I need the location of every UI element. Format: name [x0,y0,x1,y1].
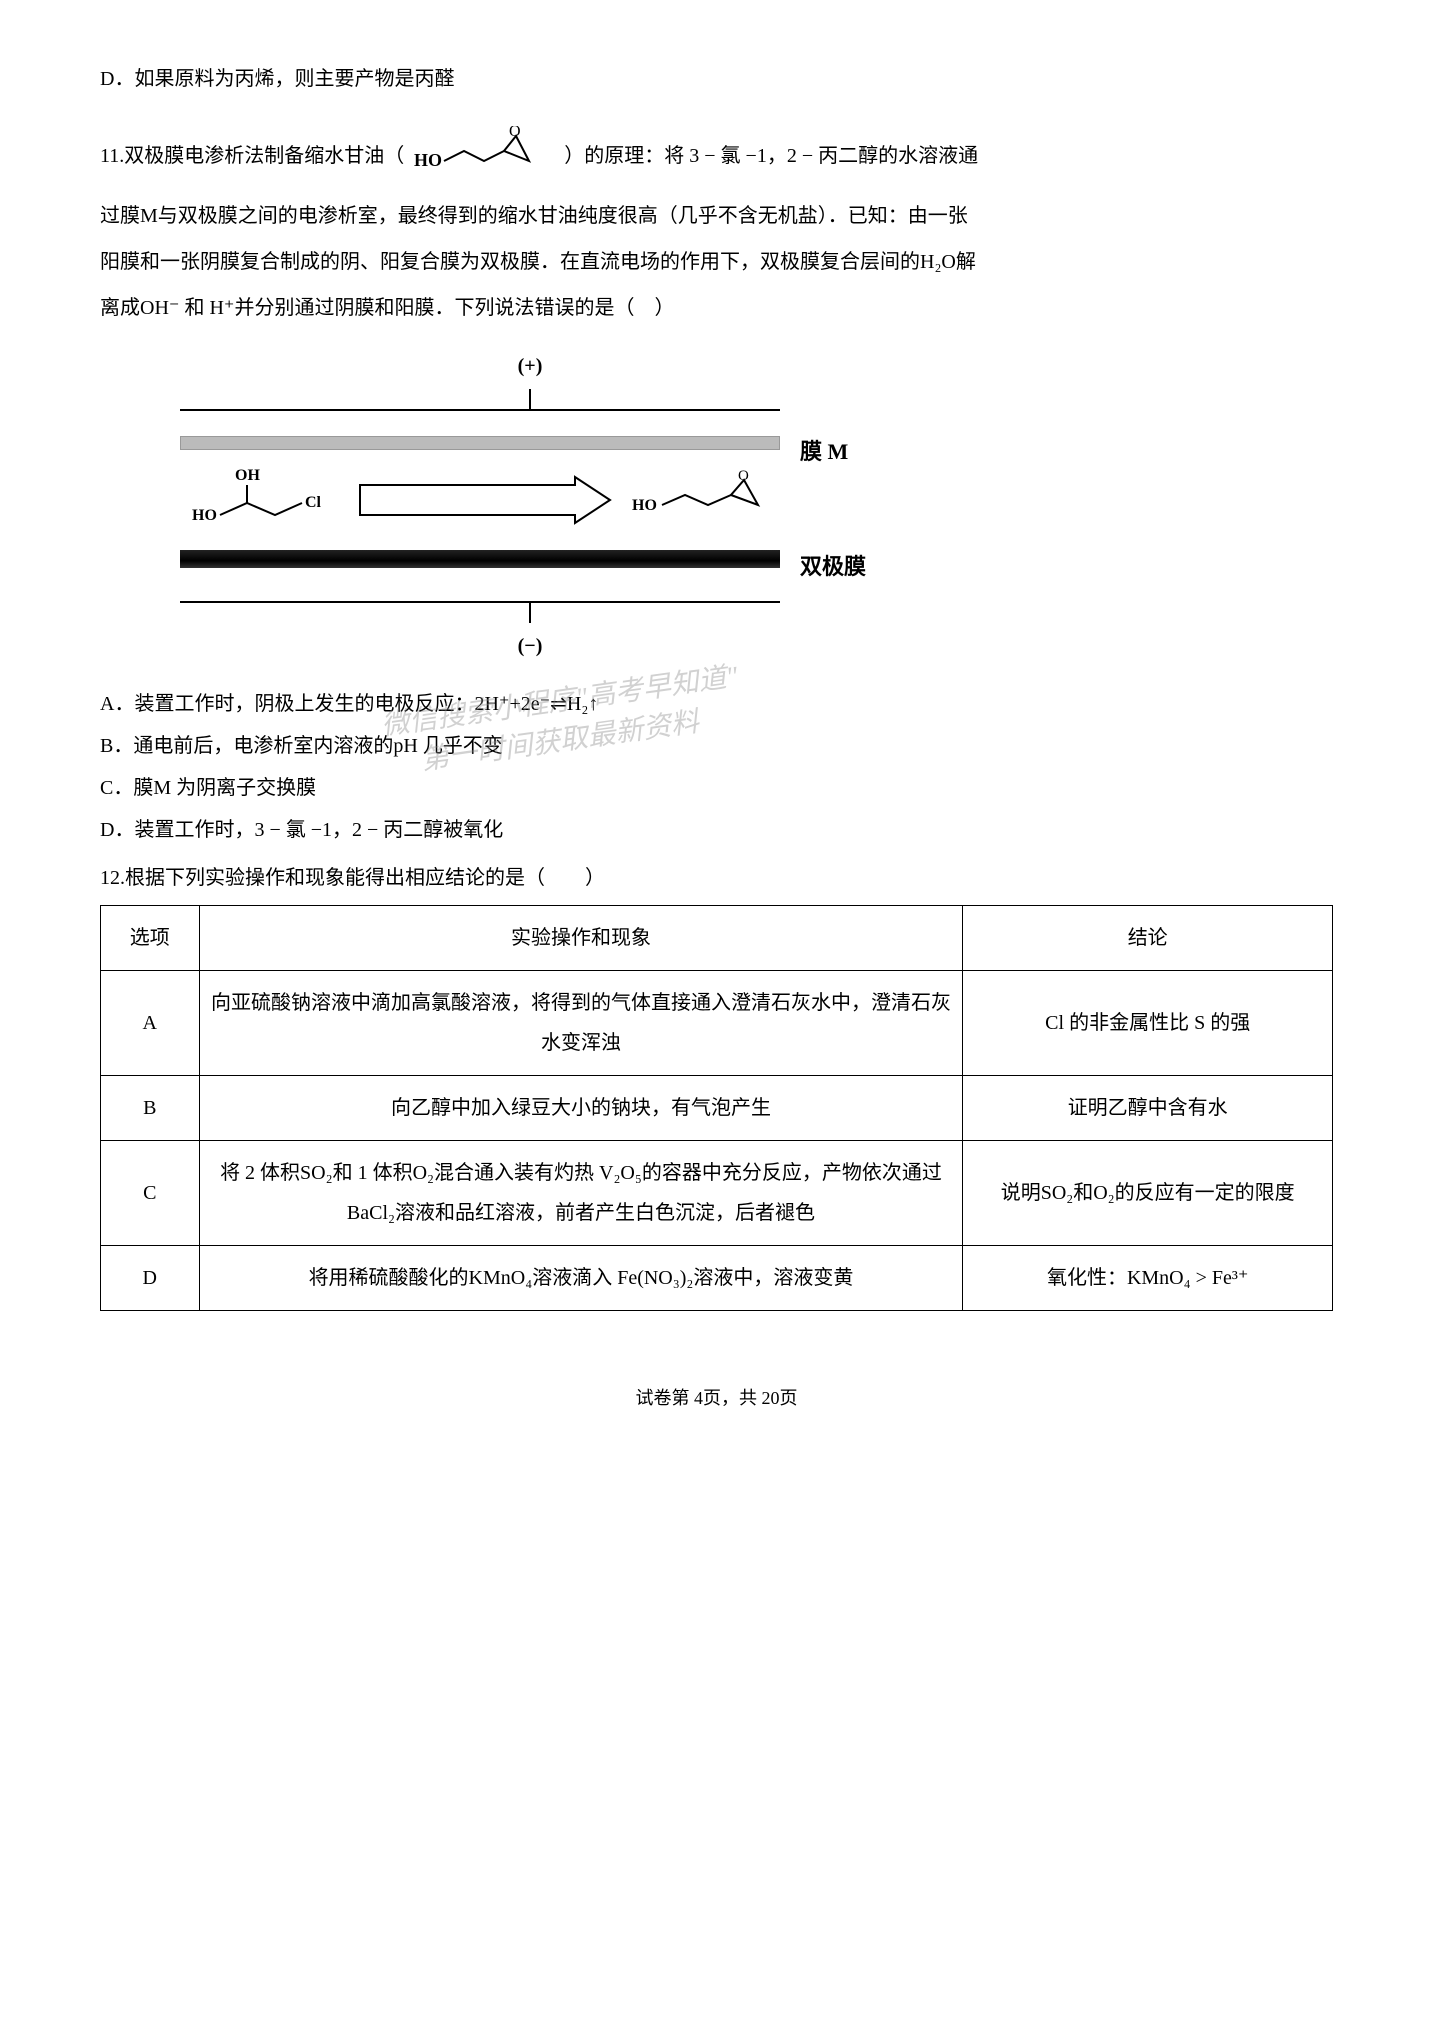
membrane-m-label: 膜 M [800,431,848,473]
svg-text:Cl: Cl [305,494,322,511]
q11-intro-2: ）的原理：将 3 − 氯 −1，2 − 丙二醇的水溶液通 [564,145,978,167]
svg-text:O: O [738,470,749,484]
svg-text:O: O [509,126,521,140]
cell-b-exp: 向乙醇中加入绿豆大小的钠块，有气泡产生 [199,1076,963,1141]
reaction-arrow-icon [355,475,615,525]
q11-option-d: D．装置工作时，3 − 氯 −1，2 − 丙二醇被氧化 [100,811,1333,849]
cell-a-conc: Cl 的非金属性比 S 的强 [963,971,1333,1076]
q10-option-d: D．如果原料为丙烯，则主要产物是丙醛 [100,60,1333,98]
table-row: C 将 2 体积SO₂和 1 体积O₂混合通入装有灼热 V₂O₅的容器中充分反应… [101,1141,1333,1246]
q11-options: 微信搜索小程序"高考早知道" 第一时间获取最新资料 A．装置工作时，阴极上发生的… [100,685,1333,849]
q12-intro: 12.根据下列实验操作和现象能得出相应结论的是（ ） [100,859,1333,897]
minus-sign: (−) [180,627,880,665]
table-row: B 向乙醇中加入绿豆大小的钠块，有气泡产生 证明乙醇中含有水 [101,1076,1333,1141]
product-structure-icon: HO O [630,470,790,530]
cell-b-conc: 证明乙醇中含有水 [963,1076,1333,1141]
q11-line3: 阳膜和一张阴膜复合制成的阴、阳复合膜为双极膜．在直流电场的作用下，双极膜复合层间… [100,243,1333,281]
cell-b-opt: B [101,1076,200,1141]
cell-a-opt: A [101,971,200,1076]
membrane-m-bar [180,436,780,450]
bipolar-label: 双极膜 [800,546,866,588]
svg-text:HO: HO [414,150,442,170]
cell-d-conc: 氧化性：KMnO₄ > Fe³⁺ [963,1246,1333,1311]
q11-intro-line1: 11.双极膜电渗析法制备缩水甘油（ HO O ）的原理：将 3 − 氯 −1，2… [100,126,1333,189]
th-option: 选项 [101,906,200,971]
page-footer: 试卷第 4页，共 20页 [100,1381,1333,1415]
table-row: A 向亚硫酸钠溶液中滴加高氯酸溶液，将得到的气体直接通入澄清石灰水中，澄清石灰水… [101,971,1333,1076]
svg-text:OH: OH [235,467,260,484]
top-electrode-line [180,409,780,411]
cell-d-exp: 将用稀硫酸酸化的KMnO₄溶液滴入 Fe(NO₃)₂溶液中，溶液变黄 [199,1246,963,1311]
cell-c-opt: C [101,1141,200,1246]
plus-sign: (+) [180,347,880,385]
q11-line2: 过膜M与双极膜之间的电渗析室，最终得到的缩水甘油纯度很高（几乎不含无机盐）．已知… [100,197,1333,235]
q11-intro-1: 双极膜电渗析法制备缩水甘油（ [124,145,404,167]
cell-c-conc: 说明SO₂和O₂的反应有一定的限度 [963,1141,1333,1246]
q11-option-b: B．通电前后，电渗析室内溶液的pH 几乎不变 [100,727,1333,765]
glycidol-structure-icon: HO O [409,126,559,189]
th-conclusion: 结论 [963,906,1333,971]
svg-text:HO: HO [192,507,217,524]
q12-table: 选项 实验操作和现象 结论 A 向亚硫酸钠溶液中滴加高氯酸溶液，将得到的气体直接… [100,905,1333,1311]
q11-option-c: C．膜M 为阴离子交换膜 [100,769,1333,807]
reaction-row: OH HO Cl HO O [190,465,880,535]
q11-number: 11. [100,145,124,167]
electrodialysis-diagram: (+) 膜 M OH HO Cl HO O 双极膜 (−) [180,347,880,665]
svg-text:HO: HO [632,497,657,514]
cell-d-opt: D [101,1246,200,1311]
q11-option-a: A．装置工作时，阴极上发生的电极反应：2H⁺+2e⁻⇌H₂↑ [100,685,1333,723]
bottom-electrode-line [180,601,780,603]
cell-a-exp: 向亚硫酸钠溶液中滴加高氯酸溶液，将得到的气体直接通入澄清石灰水中，澄清石灰水变浑… [199,971,963,1076]
q11-line4: 离成OH⁻ 和 H⁺并分别通过阴膜和阳膜．下列说法错误的是（ ） [100,289,1333,327]
th-experiment: 实验操作和现象 [199,906,963,971]
bipolar-membrane-bar [180,550,780,568]
cell-c-exp: 将 2 体积SO₂和 1 体积O₂混合通入装有灼热 V₂O₅的容器中充分反应，产… [199,1141,963,1246]
reactant-structure-icon: OH HO Cl [190,465,340,535]
table-row: D 将用稀硫酸酸化的KMnO₄溶液滴入 Fe(NO₃)₂溶液中，溶液变黄 氧化性… [101,1246,1333,1311]
